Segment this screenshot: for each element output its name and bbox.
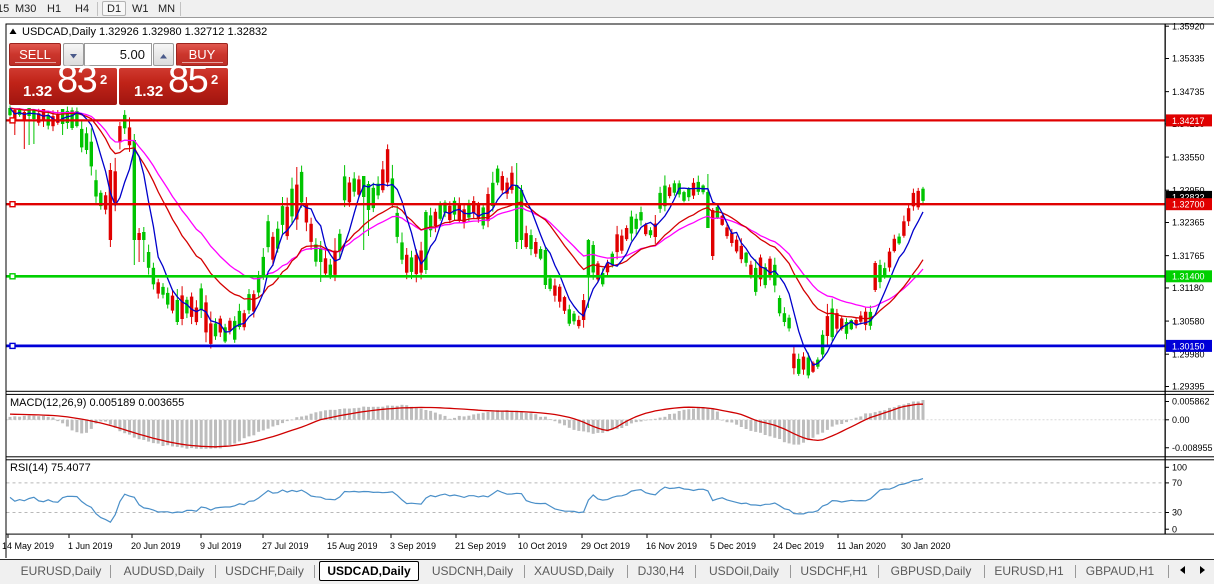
- svg-text:0.005862: 0.005862: [1172, 397, 1210, 407]
- svg-text:29 Oct 2019: 29 Oct 2019: [581, 541, 630, 551]
- svg-text:1.30580: 1.30580: [1172, 316, 1205, 326]
- svg-text:10 Oct 2019: 10 Oct 2019: [518, 541, 567, 551]
- svg-text:100: 100: [1172, 463, 1187, 473]
- svg-text:1.32700: 1.32700: [1172, 200, 1205, 210]
- svg-text:30: 30: [1172, 508, 1182, 518]
- svg-text:27 Jul 2019: 27 Jul 2019: [262, 541, 309, 551]
- svg-text:1.31400: 1.31400: [1172, 272, 1205, 282]
- svg-text:1.30150: 1.30150: [1172, 341, 1205, 351]
- svg-text:RSI(14) 75.4077: RSI(14) 75.4077: [10, 462, 91, 474]
- svg-text:21 Sep 2019: 21 Sep 2019: [455, 541, 506, 551]
- svg-text:1 Jun 2019: 1 Jun 2019: [68, 541, 113, 551]
- svg-text:70: 70: [1172, 478, 1182, 488]
- svg-text:1.34217: 1.34217: [1172, 116, 1205, 126]
- svg-text:14 May 2019: 14 May 2019: [2, 541, 54, 551]
- svg-text:1.33550: 1.33550: [1172, 152, 1205, 162]
- svg-text:1.31765: 1.31765: [1172, 251, 1205, 261]
- svg-text:0.00: 0.00: [1172, 415, 1190, 425]
- svg-text:1.34735: 1.34735: [1172, 87, 1205, 97]
- svg-text:-0.008955: -0.008955: [1172, 443, 1213, 453]
- svg-text:0: 0: [1172, 524, 1177, 534]
- svg-text:1.35920: 1.35920: [1172, 21, 1205, 31]
- svg-text:15 Aug 2019: 15 Aug 2019: [327, 541, 378, 551]
- svg-text:11 Jan 2020: 11 Jan 2020: [837, 541, 886, 551]
- svg-text:1.35335: 1.35335: [1172, 54, 1205, 64]
- svg-text:1.32365: 1.32365: [1172, 218, 1205, 228]
- svg-text:1.29980: 1.29980: [1172, 349, 1205, 359]
- svg-text:30 Jan 2020: 30 Jan 2020: [901, 541, 951, 551]
- svg-text:20 Jun 2019: 20 Jun 2019: [131, 541, 181, 551]
- svg-text:USDCAD,Daily 1.32926 1.32980: USDCAD,Daily 1.32926 1.32980 1.32712 1.3…: [22, 26, 267, 38]
- svg-text:1.31180: 1.31180: [1172, 283, 1204, 293]
- svg-text:1.29395: 1.29395: [1172, 382, 1205, 392]
- svg-text:16 Nov 2019: 16 Nov 2019: [646, 541, 697, 551]
- svg-text:3 Sep 2019: 3 Sep 2019: [390, 541, 436, 551]
- svg-text:9 Jul 2019: 9 Jul 2019: [200, 541, 242, 551]
- svg-text:1.32950: 1.32950: [1172, 185, 1205, 195]
- svg-text:5 Dec 2019: 5 Dec 2019: [710, 541, 756, 551]
- svg-text:1.32832: 1.32832: [1172, 192, 1205, 202]
- svg-text:24 Dec 2019: 24 Dec 2019: [773, 541, 824, 551]
- svg-text:MACD(12,26,9) 0.005189 0.00365: MACD(12,26,9) 0.005189 0.003655: [10, 397, 184, 409]
